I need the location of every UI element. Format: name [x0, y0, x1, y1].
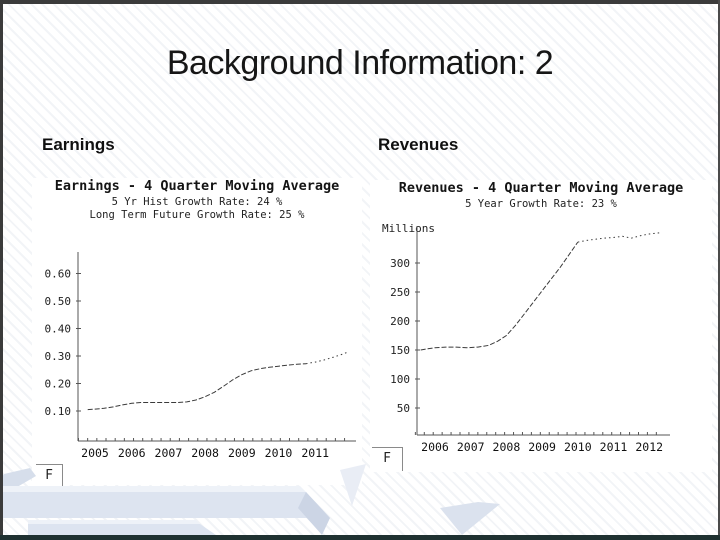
bottom-bar — [0, 535, 720, 540]
svg-text:200: 200 — [390, 315, 410, 328]
frame-edge-right — [718, 0, 720, 540]
svg-text:0.50: 0.50 — [45, 295, 72, 308]
svg-text:2011: 2011 — [600, 440, 628, 454]
svg-text:2008: 2008 — [191, 446, 219, 460]
frame-edge-left — [0, 0, 3, 540]
fastgraphs-logo-f-icon: F — [36, 464, 63, 490]
svg-text:2012: 2012 — [635, 440, 663, 454]
chart-subtitle: 5 Year Growth Rate: 23 % — [465, 198, 617, 210]
revenues-chart-canvas: 50 100 150 200 250 300 2006 2007 2008 2009 2010 201… — [390, 226, 670, 454]
svg-text:100: 100 — [390, 373, 410, 386]
chart-subtitle: 5 Yr Hist Growth Rate: 24 % — [111, 196, 283, 208]
svg-text:2007: 2007 — [457, 440, 485, 454]
svg-text:0.40: 0.40 — [45, 323, 72, 336]
svg-text:0.30: 0.30 — [45, 350, 72, 363]
svg-text:50: 50 — [397, 402, 410, 415]
slide-title: Background Information: 2 — [166, 44, 554, 82]
svg-text:2010: 2010 — [564, 440, 592, 454]
svg-text:2006: 2006 — [118, 446, 146, 460]
svg-text:150: 150 — [390, 344, 410, 357]
svg-text:2009: 2009 — [228, 446, 256, 460]
svg-text:2009: 2009 — [528, 440, 556, 454]
svg-text:2008: 2008 — [493, 440, 521, 454]
svg-text:0.60: 0.60 — [45, 268, 72, 281]
svg-text:0.20: 0.20 — [45, 378, 72, 391]
fastgraphs-logo-f-icon: F — [372, 447, 403, 471]
svg-text:250: 250 — [390, 286, 410, 299]
section-label-revenues: Revenues — [378, 135, 459, 154]
chart-title: Revenues - 4 Quarter Moving Average — [398, 180, 684, 196]
section-label-earnings: Earnings — [42, 135, 115, 154]
svg-text:2005: 2005 — [81, 446, 109, 460]
chart-title: Earnings - 4 Quarter Moving Average — [54, 178, 340, 194]
svg-text:2010: 2010 — [265, 446, 293, 460]
earnings-chart: Earnings - 4 Quarter Moving Average 5 Yr… — [32, 178, 362, 485]
svg-text:0.10: 0.10 — [45, 405, 72, 418]
svg-text:300: 300 — [390, 257, 410, 270]
y-axis-unit-label: Millions — [382, 222, 435, 235]
svg-text:2011: 2011 — [301, 446, 329, 460]
svg-text:2006: 2006 — [421, 440, 449, 454]
chart-subtitle: Long Term Future Growth Rate: 25 % — [89, 209, 305, 221]
revenues-chart: Revenues - 4 Quarter Moving Average 5 Ye… — [370, 180, 712, 472]
svg-text:2007: 2007 — [155, 446, 183, 460]
frame-edge-top — [0, 0, 720, 4]
earnings-chart-canvas: 0.10 0.20 0.30 0.40 0.50 0.60 2005 2006 2007 2008… — [45, 252, 356, 460]
